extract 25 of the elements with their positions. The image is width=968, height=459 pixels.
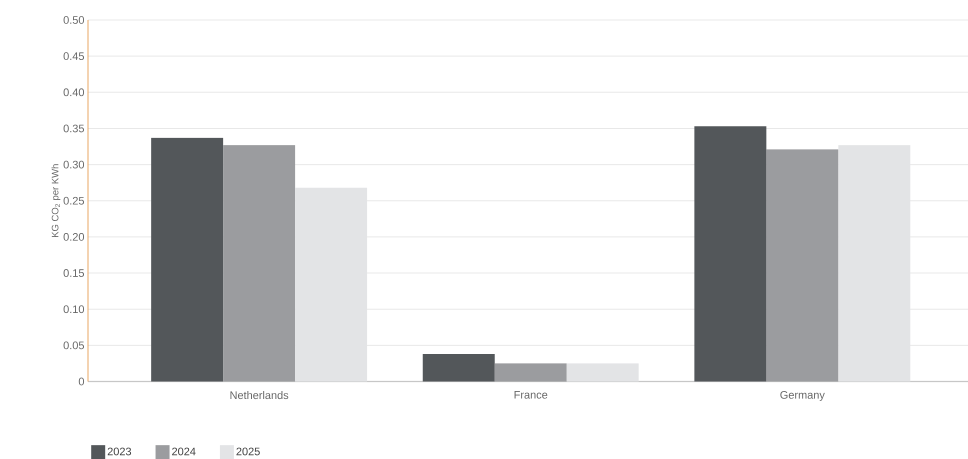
y-tick-label: 0.10 xyxy=(64,305,84,314)
bar xyxy=(223,145,296,382)
y-tick-label: 0.05 xyxy=(64,341,84,350)
bar xyxy=(422,354,495,382)
y-tick-label: 0.45 xyxy=(64,52,84,60)
legend-label: 2024 xyxy=(172,448,196,456)
legend-label: 2025 xyxy=(236,448,260,456)
bar xyxy=(151,138,224,382)
bar xyxy=(694,126,766,382)
bar xyxy=(494,363,567,382)
y-axis-title: KG CO$_{2}$ per KWh xyxy=(51,164,60,238)
y-tick-label: 0.40 xyxy=(64,88,84,96)
y-tick-label: 0.30 xyxy=(64,160,84,168)
y-tick-label: 0.25 xyxy=(64,196,84,205)
x-tick-label: France xyxy=(514,391,548,399)
bar xyxy=(566,363,639,382)
x-tick-label: Netherlands xyxy=(230,391,288,400)
legend-label: 2023 xyxy=(108,448,132,456)
y-tick-label: 0.20 xyxy=(64,233,84,241)
x-tick-label: Germany xyxy=(780,391,825,401)
y-tick-label: 0.50 xyxy=(64,16,84,24)
y-tick-label: 0 xyxy=(78,378,84,386)
y-tick-label: 0.35 xyxy=(64,124,84,132)
y-tick-label: 0.15 xyxy=(64,269,84,277)
bar xyxy=(766,149,838,382)
